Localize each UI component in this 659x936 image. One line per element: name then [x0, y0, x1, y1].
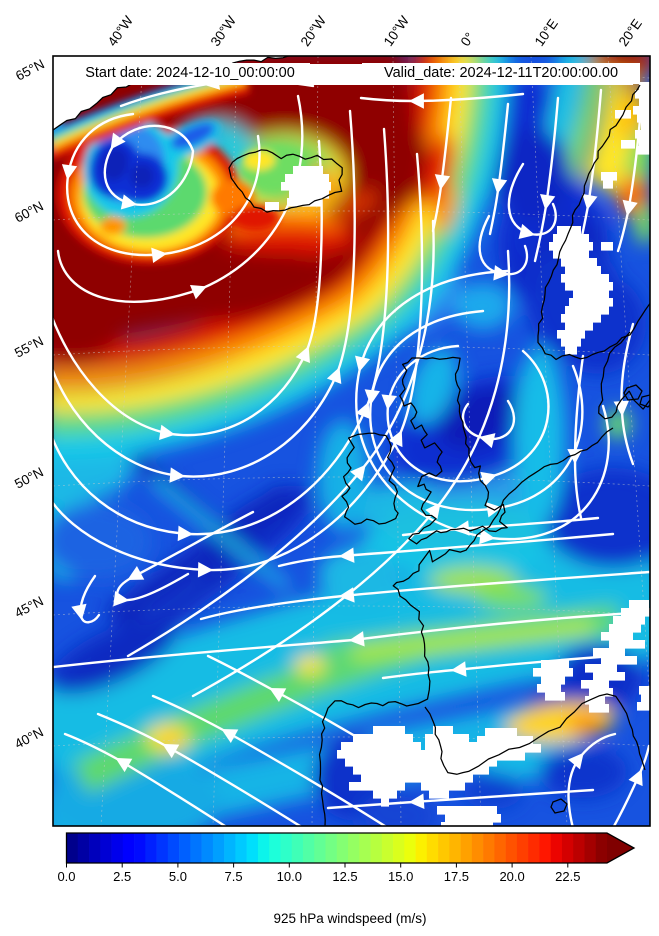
svg-text:22.5: 22.5	[555, 869, 580, 884]
svg-text:5.0: 5.0	[169, 869, 187, 884]
svg-text:925 hPa windspeed (m/s): 925 hPa windspeed (m/s)	[273, 911, 426, 926]
svg-text:10.0: 10.0	[277, 869, 302, 884]
svg-text:2.5: 2.5	[113, 869, 131, 884]
svg-text:20.0: 20.0	[499, 869, 524, 884]
svg-text:7.5: 7.5	[225, 869, 243, 884]
svg-text:17.5: 17.5	[444, 869, 469, 884]
svg-text:0.0: 0.0	[57, 869, 75, 884]
svg-text:12.5: 12.5	[332, 869, 357, 884]
svg-text:15.0: 15.0	[388, 869, 413, 884]
